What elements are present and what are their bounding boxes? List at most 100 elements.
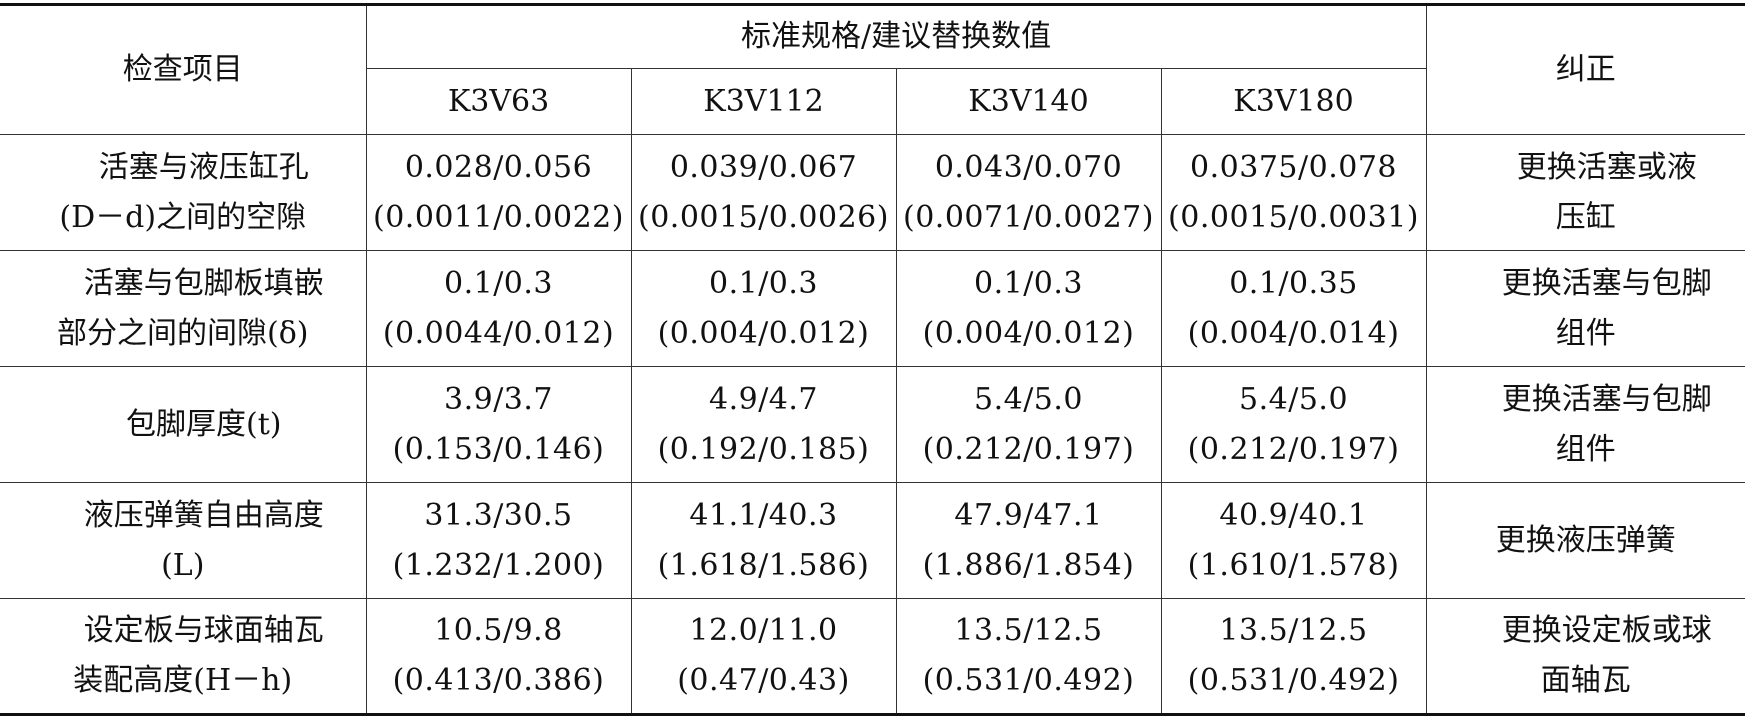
correction-text: 压缸 <box>1555 199 1616 235</box>
spec-value-in: (0.0071/0.0027) <box>903 199 1154 235</box>
spec-value-cell: 0.1/0.3 (0.0044/0.012) <box>365 250 632 367</box>
header-fix: 纠正 <box>1425 4 1746 135</box>
spec-value-cell: 0.028/0.056 (0.0011/0.0022) <box>365 134 632 251</box>
spec-value-mm: 13.5/12.5 <box>954 613 1103 648</box>
spec-value-mm: 0.1/0.3 <box>708 265 819 301</box>
header-item: 检查项目 <box>0 4 367 135</box>
spec-value-cell: 12.0/11.0 (0.47/0.43) <box>630 598 897 715</box>
spec-value-mm: 40.9/40.1 <box>1219 497 1368 533</box>
spec-value-in: (0.004/0.014) <box>1187 315 1400 351</box>
spec-value-mm: 0.028/0.056 <box>404 149 593 185</box>
spec-value-in: (0.47/0.43) <box>677 663 850 698</box>
spec-value-cell: 40.9/40.1 (1.610/1.578) <box>1160 482 1427 599</box>
spec-value-cell: 41.1/40.3 (1.618/1.586) <box>630 482 897 599</box>
spec-value-cell: 0.043/0.070 (0.0071/0.0027) <box>895 134 1162 251</box>
spec-value-cell: 13.5/12.5 (0.531/0.492) <box>895 598 1162 715</box>
spec-value-in: (0.192/0.185) <box>657 431 870 467</box>
spec-value-cell: 0.1/0.35 (0.004/0.014) <box>1160 250 1427 367</box>
correction-text: 更换活塞与包脚 <box>1501 265 1712 301</box>
spec-value-in: (0.531/0.492) <box>922 663 1135 698</box>
spec-value-in: (1.610/1.578) <box>1187 547 1400 583</box>
spec-value-mm: 4.9/4.7 <box>708 381 819 417</box>
spec-value-cell: 3.9/3.7 (0.153/0.146) <box>365 366 632 483</box>
spec-value-in: (0.153/0.146) <box>392 431 605 467</box>
spec-value-in: (0.0015/0.0026) <box>638 199 889 235</box>
spec-value-mm: 0.1/0.3 <box>443 265 554 301</box>
spec-value-mm: 10.5/9.8 <box>434 613 563 648</box>
header-model-k3v180: K3V180 <box>1160 68 1427 135</box>
check-item-text: (L) <box>161 547 205 583</box>
spec-value-in: (0.531/0.492) <box>1187 663 1400 698</box>
spec-value-in: (0.413/0.386) <box>392 663 605 698</box>
check-item-cell: 设定板与球面轴瓦装配高度(H－h) <box>0 598 367 715</box>
spec-value-in: (1.618/1.586) <box>657 547 870 583</box>
spec-value-in: (0.0011/0.0022) <box>373 199 624 235</box>
spec-value-in: (0.212/0.197) <box>1187 431 1400 467</box>
spec-value-cell: 5.4/5.0 (0.212/0.197) <box>895 366 1162 483</box>
header-row-1: 检查项目 标准规格/建议替换数值 纠正 <box>0 4 1746 135</box>
spec-value-mm: 3.9/3.7 <box>443 381 554 417</box>
check-item-text: 装配高度(H－h) <box>73 663 293 698</box>
check-item-text: 活塞与包脚板填嵌 <box>83 265 324 301</box>
spec-value-mm: 5.4/5.0 <box>973 381 1084 417</box>
spec-value-in: (1.886/1.854) <box>922 547 1135 583</box>
correction-cell: 更换活塞与包脚组件 <box>1425 366 1746 483</box>
check-item-cell: 包脚厚度(t) <box>0 366 367 483</box>
check-item-cell: 活塞与包脚板填嵌 部分之间的间隙(δ) <box>0 250 367 367</box>
correction-cell: 更换设定板或球面轴瓦 <box>1425 598 1746 715</box>
spec-value-cell: 5.4/5.0 (0.212/0.197) <box>1160 366 1427 483</box>
spec-value-cell: 4.9/4.7 (0.192/0.185) <box>630 366 897 483</box>
spec-value-cell: 0.1/0.3 (0.004/0.012) <box>895 250 1162 367</box>
spec-value-mm: 0.0375/0.078 <box>1190 149 1397 185</box>
correction-cell: 更换液压弹簧 <box>1425 482 1746 599</box>
spec-value-in: (0.0044/0.012) <box>382 315 615 351</box>
correction-cell: 更换活塞与包脚组件 <box>1425 250 1746 367</box>
check-item-cell: 液压弹簧自由高度 (L) <box>0 482 367 599</box>
spec-table: 检查项目 标准规格/建议替换数值 纠正 K3V63 K3V112 K3V140 … <box>0 3 1746 716</box>
header-model-k3v112: K3V112 <box>630 68 897 135</box>
spec-value-mm: 0.043/0.070 <box>934 149 1123 185</box>
spec-value-mm: 13.5/12.5 <box>1219 613 1368 648</box>
correction-text: 更换设定板或球 <box>1501 613 1712 648</box>
check-item-text: 液压弹簧自由高度 <box>83 497 324 533</box>
spec-value-cell: 47.9/47.1 (1.886/1.854) <box>895 482 1162 599</box>
correction-text: 面轴瓦 <box>1540 663 1631 698</box>
correction-text: 更换液压弹簧 <box>1495 522 1676 558</box>
check-item-text: (D－d)之间的空隙 <box>59 199 307 235</box>
correction-cell: 更换活塞或液压缸 <box>1425 134 1746 251</box>
spec-value-cell: 13.5/12.5 (0.531/0.492) <box>1160 598 1427 715</box>
spec-value-mm: 0.1/0.35 <box>1229 265 1358 301</box>
table-row: 活塞与包脚板填嵌 部分之间的间隙(δ) 0.1/0.3 (0.0044/0.012) 0… <box>0 250 1746 367</box>
spec-value-mm: 41.1/40.3 <box>689 497 838 533</box>
check-item-text: 设定板与球面轴瓦 <box>83 613 324 648</box>
header-model-k3v140: K3V140 <box>895 68 1162 135</box>
spec-value-mm: 0.039/0.067 <box>669 149 858 185</box>
spec-value-cell: 0.0375/0.078 (0.0015/0.0031) <box>1160 134 1427 251</box>
table-row: 液压弹簧自由高度 (L) 31.3/30.5 (1.232/1.200) 41.1/40… <box>0 482 1746 599</box>
spec-value-in: (0.0015/0.0031) <box>1168 199 1419 235</box>
spec-value-cell: 10.5/9.8 (0.413/0.386) <box>365 598 632 715</box>
check-item-cell: 活塞与液压缸孔 (D－d)之间的空隙 <box>0 134 367 251</box>
spec-value-mm: 31.3/30.5 <box>424 497 573 533</box>
table-row: 活塞与液压缸孔 (D－d)之间的空隙 0.028/0.056 (0.0011/0.00… <box>0 134 1746 251</box>
correction-text: 组件 <box>1555 315 1616 351</box>
check-item-text: 包脚厚度(t) <box>126 406 282 442</box>
header-row-2: K3V63 K3V112 K3V140 K3V180 <box>0 68 1745 135</box>
spec-value-mm: 47.9/47.1 <box>954 497 1103 533</box>
header-group: 标准规格/建议替换数值 <box>365 4 1427 69</box>
spec-value-mm: 5.4/5.0 <box>1239 381 1349 417</box>
spec-value-cell: 0.039/0.067 (0.0015/0.0026) <box>630 134 897 251</box>
spec-value-in: (0.004/0.012) <box>657 315 870 351</box>
spec-value-mm: 0.1/0.3 <box>973 265 1084 301</box>
correction-text: 更换活塞与包脚 <box>1501 381 1712 417</box>
spec-value-in: (0.004/0.012) <box>922 315 1135 351</box>
correction-text: 组件 <box>1555 431 1616 467</box>
table-row: 包脚厚度(t) 3.9/3.7 (0.153/0.146) 4.9/4.7 (0.192… <box>0 366 1746 483</box>
spec-value-cell: 0.1/0.3 (0.004/0.012) <box>630 250 897 367</box>
table-body: 活塞与液压缸孔 (D－d)之间的空隙 0.028/0.056 (0.0011/0.00… <box>0 134 1746 715</box>
spec-value-cell: 31.3/30.5 (1.232/1.200) <box>365 482 632 599</box>
check-item-text: 活塞与液压缸孔 <box>98 149 309 185</box>
correction-text: 更换活塞或液 <box>1516 149 1697 185</box>
table-row: 设定板与球面轴瓦装配高度(H－h) 10.5/9.8 (0.413/0.386) 12… <box>0 598 1746 715</box>
